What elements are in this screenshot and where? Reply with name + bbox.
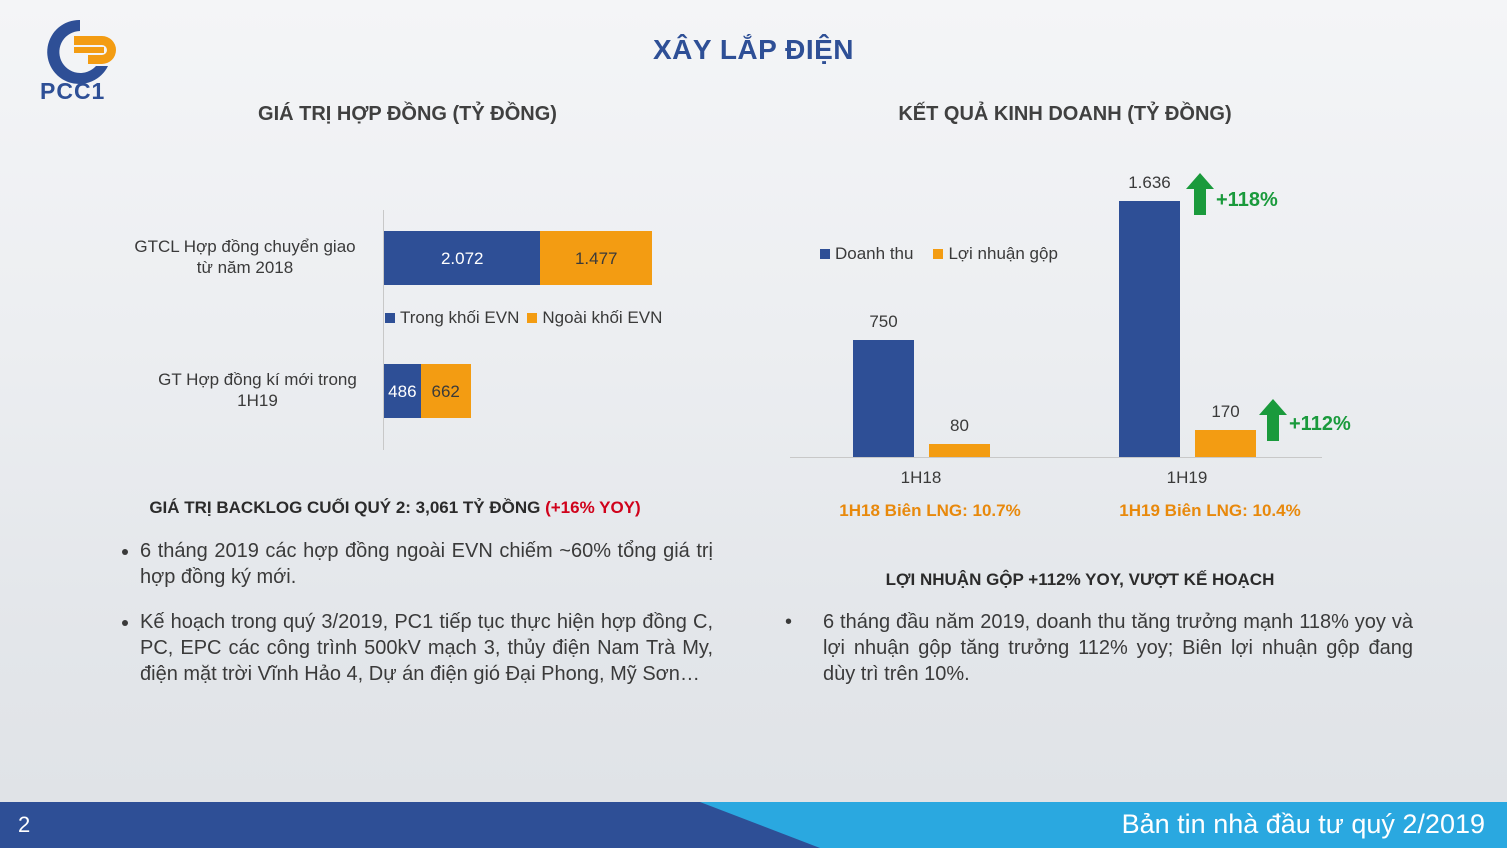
- up-arrow-icon: [1186, 173, 1214, 215]
- logo-text: PCC1: [40, 78, 106, 104]
- label-1h19-revenue: 1.636: [1128, 173, 1171, 192]
- gross-profit-growth-label: +112%: [1289, 413, 1351, 435]
- legend-swatch-evn: [385, 313, 395, 323]
- bar-row2-non-evn-label: 662: [431, 382, 460, 401]
- logo-mark-icon: [47, 19, 116, 84]
- bar-row1-non-evn: [540, 231, 652, 285]
- category-label-1: GTCL Hợp đồng chuyển giao từ năm 2018: [100, 236, 390, 278]
- left-bullet-item-2: Kế hoạch trong quý 3/2019, PC1 tiếp tục …: [140, 609, 713, 687]
- page-number: 2: [18, 812, 31, 837]
- revenue-growth-annotation: +118%: [1186, 173, 1278, 220]
- gross-profit-heading: LỢI NHUẬN GỘP +112% YOY, VƯỢT KẾ HOẠCH: [885, 570, 1275, 589]
- legend-label-gross-profit: Lợi nhuận gộp: [948, 244, 1058, 263]
- bar-row2-non-evn: [420, 364, 471, 418]
- category-label-1-line2: từ năm 2018: [196, 258, 294, 277]
- bar-1h18-gross-profit: [929, 444, 990, 457]
- right-chart-legend: Doanh thu Lợi nhuận gộp: [820, 244, 1058, 264]
- footer-accent-shape: [700, 802, 1507, 848]
- margin-note-1h18: 1H18 Biên LNG: 10.7%: [839, 501, 1021, 520]
- legend-swatch-gross-profit: [933, 249, 944, 259]
- bar-1h19-revenue: [1119, 201, 1180, 457]
- bar-1h18-revenue: [853, 339, 914, 457]
- x-tick-1h19: 1H19: [1166, 468, 1208, 487]
- bar-row1-evn-label: 2.072: [440, 249, 484, 268]
- label-1h18-gross-profit: 80: [950, 416, 969, 436]
- category-label-1-line1: GTCL Hợp đồng chuyển giao: [134, 237, 356, 256]
- right-bullet-item-1-text: 6 tháng đầu năm 2019, doanh thu tăng trư…: [823, 611, 1413, 685]
- category-label-2-line1: GT Hợp đồng kí mới trong: [158, 370, 357, 389]
- left-section-title: GIÁ TRỊ HỢP ĐỒNG (TỶ ĐỒNG): [258, 103, 557, 125]
- category-label-2-line2: 1H19: [237, 391, 278, 410]
- backlog-growth-highlight: (+16% YOY): [545, 498, 641, 517]
- right-section-title: KẾT QUẢ KINH DOANH (TỶ ĐỒNG): [898, 103, 1232, 125]
- backlog-heading: GIÁ TRỊ BACKLOG CUỐI QUÝ 2: 3,061 TỶ ĐỒN…: [100, 498, 690, 518]
- x-tick-1h18: 1H18: [900, 468, 942, 487]
- legend-label-evn: Trong khối EVN: [400, 308, 520, 327]
- footer-title: Bản tin nhà đầu tư quý 2/2019: [1121, 809, 1485, 839]
- legend-swatch-revenue: [820, 249, 830, 259]
- contract-value-chart: GTCL Hợp đồng chuyển giao từ năm 2018 GT…: [100, 210, 720, 450]
- legend-label-revenue: Doanh thu: [835, 244, 914, 263]
- category-label-2: GT Hợp đồng kí mới trong 1H19: [130, 369, 385, 411]
- chart-baseline: [790, 457, 1322, 458]
- legend-label-non-evn: Ngoài khối EVN: [542, 308, 663, 327]
- bullet-dot-icon: •: [785, 611, 793, 633]
- bar-row1-non-evn-label: 1.477: [574, 249, 618, 268]
- backlog-heading-text: GIÁ TRỊ BACKLOG CUỐI QUÝ 2: 3,061 TỶ ĐỒN…: [149, 498, 546, 517]
- bar-1h19-gross-profit: [1195, 430, 1256, 457]
- revenue-growth-label: +118%: [1216, 189, 1278, 211]
- pcc1-logo: PCC1: [30, 14, 125, 104]
- page-title: XÂY LẮP ĐIỆN: [652, 34, 854, 65]
- left-bullet-list: 6 tháng 2019 các hợp đồng ngoài EVN chiế…: [100, 538, 713, 706]
- business-results-chart: Doanh thu Lợi nhuận gộp 750 80 1.636 170…: [790, 170, 1351, 500]
- left-chart-legend: Trong khối EVN Ngoài khối EVN: [385, 308, 662, 328]
- up-arrow-icon: [1259, 399, 1287, 441]
- right-bullet-item-1: • 6 tháng đầu năm 2019, doanh thu tăng t…: [785, 609, 1413, 687]
- label-1h19-gross-profit: 170: [1211, 402, 1240, 422]
- bar-row2-evn-label: 486: [388, 382, 417, 401]
- gross-profit-growth-annotation: +112%: [1259, 399, 1351, 446]
- right-bullet-list: • 6 tháng đầu năm 2019, doanh thu tăng t…: [783, 609, 1413, 706]
- legend-swatch-non-evn: [527, 313, 538, 323]
- left-bullet-item-1: 6 tháng 2019 các hợp đồng ngoài EVN chiế…: [140, 538, 713, 590]
- bar-row2-evn: [384, 364, 421, 418]
- margin-note-1h19: 1H19 Biên LNG: 10.4%: [1119, 501, 1301, 520]
- bar-row1-evn: [384, 231, 541, 285]
- chart-axis-line: [383, 210, 384, 450]
- label-1h18-revenue: 750: [869, 311, 898, 331]
